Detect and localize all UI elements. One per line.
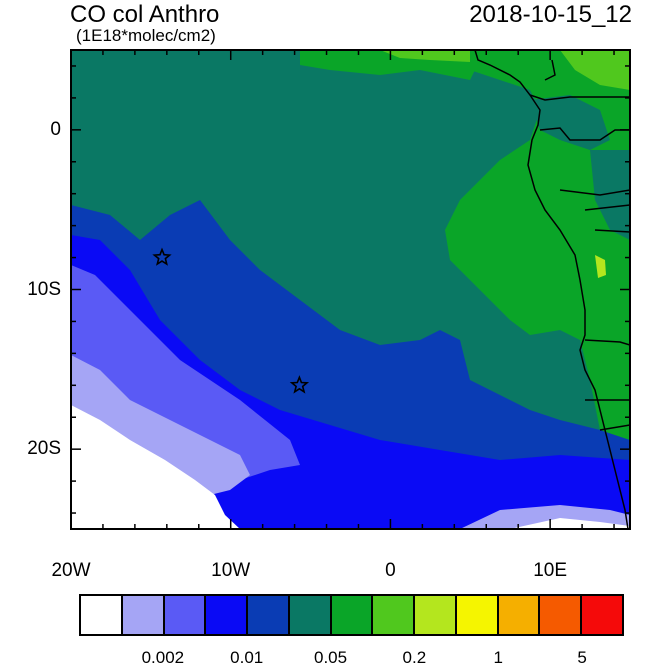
colorbar-swatch	[331, 596, 374, 634]
units-subtitle: (1E18*molec/cm2)	[76, 26, 216, 45]
colorbar-swatch	[415, 596, 457, 634]
map-title: CO col Anthro	[70, 1, 220, 28]
colorbar-swatch	[540, 596, 583, 634]
y-tick-label: 0	[50, 118, 61, 140]
x-tick-label: 0	[385, 560, 396, 581]
coastline	[474, 50, 630, 529]
star-marker-1	[152, 247, 172, 266]
colorbar-label: 0.2	[402, 648, 427, 667]
colorbar-swatch	[81, 596, 123, 634]
datetime-label: 2018-10-15_12	[469, 1, 632, 28]
x-tick-label: 10E	[533, 560, 568, 581]
x-tick-label: 10W	[211, 560, 251, 581]
x-tick-label: 20W	[51, 560, 91, 581]
colorbar-swatch	[164, 596, 207, 634]
colorbar-label: 0.01	[230, 648, 264, 667]
colorbar-swatch	[498, 596, 541, 634]
colorbar-swatch	[289, 596, 332, 634]
co-field	[71, 50, 630, 529]
colorbar-swatch	[122, 596, 165, 634]
station-markers	[152, 247, 310, 394]
colorbar-swatch	[206, 596, 249, 634]
colorbar	[79, 594, 624, 636]
colorbar-label: 0.002	[141, 648, 185, 667]
axis-ticks	[70, 50, 630, 529]
colorbar-swatch	[373, 596, 416, 634]
y-tick-label: 20S	[27, 438, 61, 460]
colorbar-swatch	[456, 596, 499, 634]
colorbar-swatch	[582, 596, 622, 634]
colorbar-label: 1	[493, 648, 503, 667]
colorbar-swatch	[248, 596, 290, 634]
colorbar-label: 5	[577, 648, 587, 667]
colorbar-label: 0.05	[313, 648, 348, 667]
y-tick-label: 10S	[27, 278, 61, 300]
star-marker-2	[289, 375, 310, 394]
